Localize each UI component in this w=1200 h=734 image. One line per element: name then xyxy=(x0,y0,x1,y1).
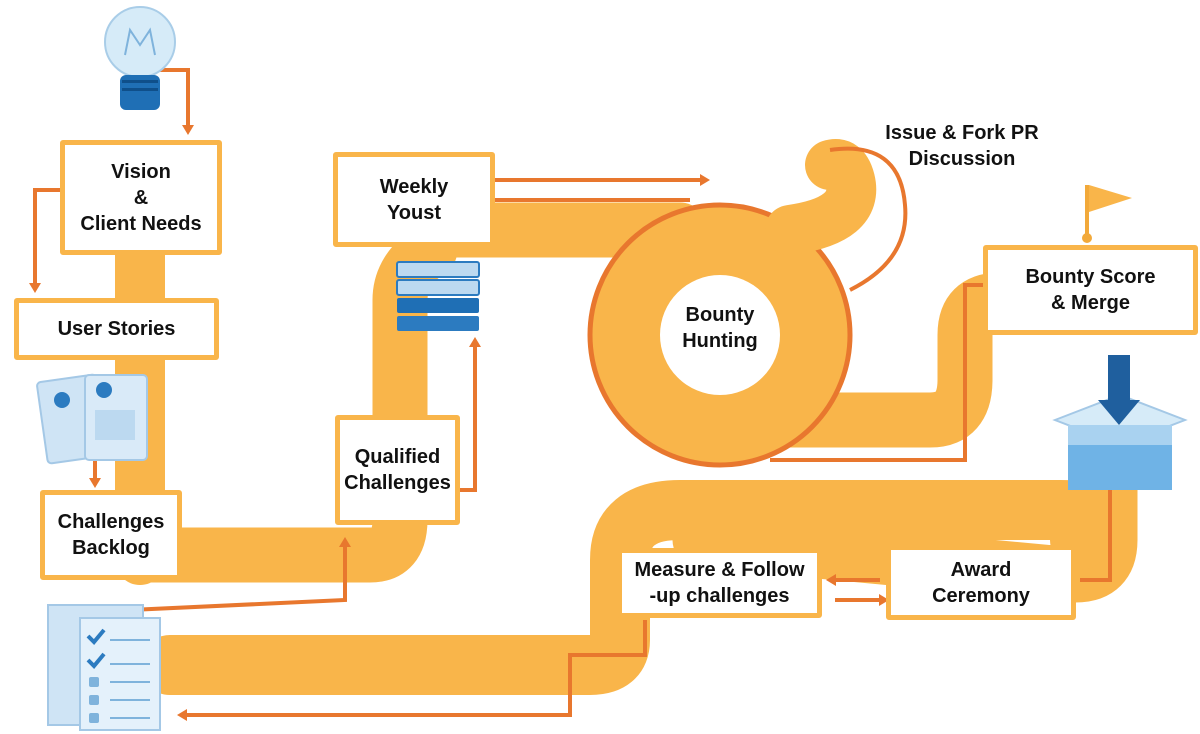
label-bounty-hunting: Bounty Hunting xyxy=(682,304,758,352)
node-measure-follow: Measure & Follow -up challenges xyxy=(617,548,822,618)
node-weekly-youst: Weekly Youst xyxy=(333,152,495,247)
arrowhead-coil xyxy=(700,174,710,186)
arrowhead-stories xyxy=(29,283,41,293)
node-challenges-backlog: Challenges Backlog xyxy=(40,490,182,580)
lightbulb-icon xyxy=(104,6,176,110)
arrowhead-stack xyxy=(469,337,481,347)
arrow-vision-to-stories xyxy=(33,188,60,285)
arrowhead-qualified xyxy=(339,537,351,547)
bounty-hunting-coil xyxy=(587,139,908,468)
arrow-qualified-to-stack xyxy=(460,345,477,492)
node-user-stories: User Stories xyxy=(14,298,219,360)
arrow-coil-to-score xyxy=(770,283,985,462)
node-vision: Vision & Client Needs xyxy=(60,140,222,255)
label-issue-fork: Issue & Fork PR Discussion xyxy=(885,122,1039,170)
arrow-checklist-to-backlog xyxy=(129,545,347,612)
flag-icon xyxy=(1082,185,1132,243)
coil-tail xyxy=(765,139,877,255)
node-qualified-challenges: Qualified Challenges xyxy=(335,415,460,525)
arrowhead-vision xyxy=(182,125,194,135)
arrow-box-to-award xyxy=(1080,490,1112,582)
arrow-bulb-to-vision xyxy=(160,68,190,125)
node-award-ceremony: Award Ceremony xyxy=(886,545,1076,620)
user-cards-icon xyxy=(36,373,148,465)
arrowhead-award xyxy=(826,574,836,586)
coil-tail-arrow xyxy=(829,146,908,292)
arrowhead-checklist xyxy=(177,709,187,721)
task-stack-icon xyxy=(396,261,480,331)
arrowhead-award-right xyxy=(879,594,889,606)
arrow-measure-to-checklist xyxy=(185,620,647,717)
road-bottom-long xyxy=(140,480,1126,695)
down-arrow-icon xyxy=(1098,355,1140,425)
checklist-icon xyxy=(47,604,161,731)
coil-ring xyxy=(587,202,853,468)
node-bounty-score: Bounty Score & Merge xyxy=(983,245,1198,335)
arrowhead-backlog xyxy=(89,478,101,488)
arrow-heads xyxy=(29,125,993,721)
flow-arrows xyxy=(33,68,1112,717)
coil-inner xyxy=(660,275,780,395)
